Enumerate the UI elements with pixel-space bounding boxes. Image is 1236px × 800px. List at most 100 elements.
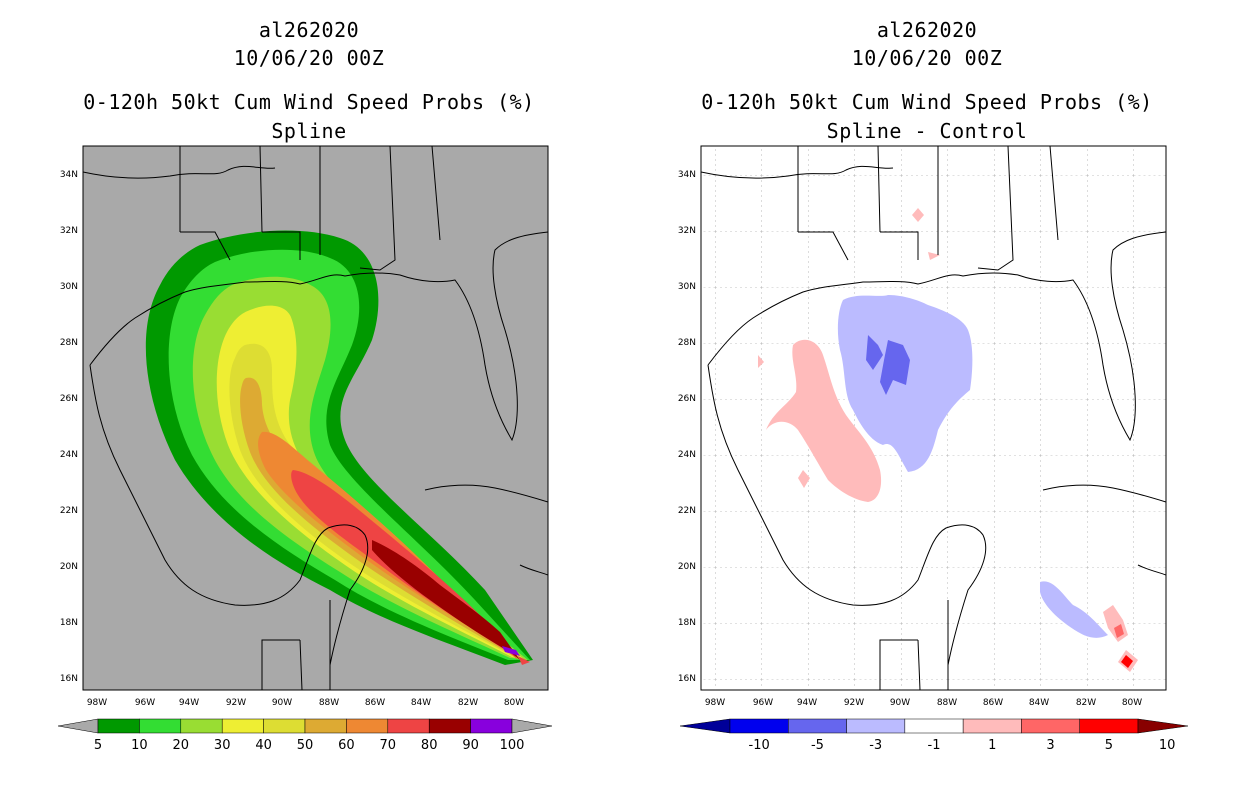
lon-label: 86W [365,698,385,708]
product-title: 0-120h 50kt Cum Wind Speed Probs (%) [701,90,1153,114]
colorbar-label: -10 [749,738,770,753]
colorbar-swatch [180,718,223,734]
colorbar-swatch [729,718,789,734]
colorbar-label: 10 [1159,738,1176,753]
contour-neg-mid [866,335,910,395]
coastlines [701,146,1166,690]
contour-90-tip [518,656,530,665]
lon-label: 82W [458,698,478,708]
lon-label: 80W [1122,698,1142,708]
colorbar-swatch [1021,718,1080,734]
lat-label: 32N [60,226,78,236]
colorbar-label: 40 [255,738,272,753]
lon-label: 88W [319,698,339,708]
lon-label: 94W [179,698,199,708]
lat-label: 16N [60,674,78,684]
lat-label: 18N [678,618,696,628]
colorbar-over-arrow [511,718,553,734]
lat-label: 26N [678,394,696,404]
lon-label: 98W [87,698,107,708]
storm-id: al262020 [258,18,360,42]
contour-90 [502,646,520,656]
panel-spline: al262020 10/06/20 00Z 0-120h 50kt Cum Wi… [57,18,553,753]
colorbar-swatch [428,718,471,734]
colorbar-under-arrow [57,718,99,734]
colorbar-swatch [904,718,964,734]
colorbar-label: 90 [462,738,479,753]
forecast-date: 10/06/20 00Z [233,46,385,70]
lat-label: 26N [60,394,78,404]
lat-axis: 34N 32N 30N 28N 26N 24N 22N 20N 18N 16N [678,170,696,684]
map-difference: 34N 32N 30N 28N 26N 24N 22N 20N 18N 16N … [678,145,1189,753]
lat-label: 24N [678,450,696,460]
colorbar-over-arrow [1137,718,1189,734]
lon-label: 96W [753,698,773,708]
lat-label: 24N [60,450,78,460]
lon-label: 88W [937,698,957,708]
colorbar-label: 20 [173,738,190,753]
colorbar-label: -1 [928,738,941,753]
colorbar-swatch [139,718,182,734]
colorbar-label: 30 [214,738,231,753]
colorbar-label: -5 [811,738,824,753]
lon-axis: 98W 96W 94W 92W 90W 88W 86W 84W 82W 80W [705,698,1142,708]
lon-label: 96W [135,698,155,708]
lon-label: 84W [1029,698,1049,708]
colorbar-label: 50 [297,738,314,753]
lat-label: 30N [60,282,78,292]
panel-subtitle: Spline [271,119,347,143]
lat-label: 16N [678,674,696,684]
colorbar-label: 5 [94,738,102,753]
lon-label: 86W [983,698,1003,708]
lon-label: 94W [797,698,817,708]
lon-label: 98W [705,698,725,708]
panel-spline-minus-control: al262020 10/06/20 00Z 0-120h 50kt Cum Wi… [618,0,1236,800]
colorbar-label: -3 [869,738,882,753]
colorbar-label: 100 [500,738,525,753]
colorbar-label: 3 [1046,738,1054,753]
forecast-date: 10/06/20 00Z [851,46,1003,70]
contour-pos-b [1114,624,1124,638]
coastlines [83,146,548,690]
lon-label: 82W [1076,698,1096,708]
colorbar-probability: 5 10 20 30 40 50 60 70 80 90 100 [57,718,553,753]
lon-label: 90W [272,698,292,708]
lon-label: 90W [890,698,910,708]
colorbar-swatch [97,718,140,734]
storm-id: al262020 [876,18,978,42]
colorbar-swatch [962,718,1022,734]
map-spline: 34N 32N 30N 28N 26N 24N 22N 20N 18N 16N … [57,145,553,753]
lat-label: 28N [60,338,78,348]
colorbar-swatch [846,718,906,734]
lon-axis: 98W 96W 94W 92W 90W 88W 86W 84W 82W 80W [87,698,524,708]
lon-label: 92W [844,698,864,708]
colorbar-label: 1 [988,738,996,753]
lon-label: 84W [411,698,431,708]
colorbar-label: 10 [131,738,148,753]
colorbar-label: 60 [338,738,355,753]
lat-label: 22N [678,506,696,516]
lat-label: 34N [678,170,696,180]
lat-label: 22N [60,506,78,516]
colorbar-swatch [470,718,513,734]
colorbar-swatch [263,718,306,734]
lat-label: 28N [678,338,696,348]
colorbar-swatch [788,718,847,734]
colorbar-label: 5 [1105,738,1113,753]
lat-label: 30N [678,282,696,292]
colorbar-swatch [1079,718,1139,734]
panel-subtitle: Spline - Control [826,119,1028,143]
colorbar-swatch [387,718,430,734]
difference-contours [758,208,1138,672]
colorbar-swatch [221,718,264,734]
contour-pos-light [766,339,882,502]
colorbar-swatch [304,718,347,734]
product-title: 0-120h 50kt Cum Wind Speed Probs (%) [83,90,535,114]
lat-axis: 34N 32N 30N 28N 26N 24N 22N 20N 18N 16N [60,170,78,684]
contour-pos-d [1121,655,1133,668]
lat-label: 32N [678,226,696,236]
colorbar-under-arrow [679,718,731,734]
colorbar-swatch [346,718,389,734]
contour-80 [372,540,520,660]
lat-label: 18N [60,618,78,628]
